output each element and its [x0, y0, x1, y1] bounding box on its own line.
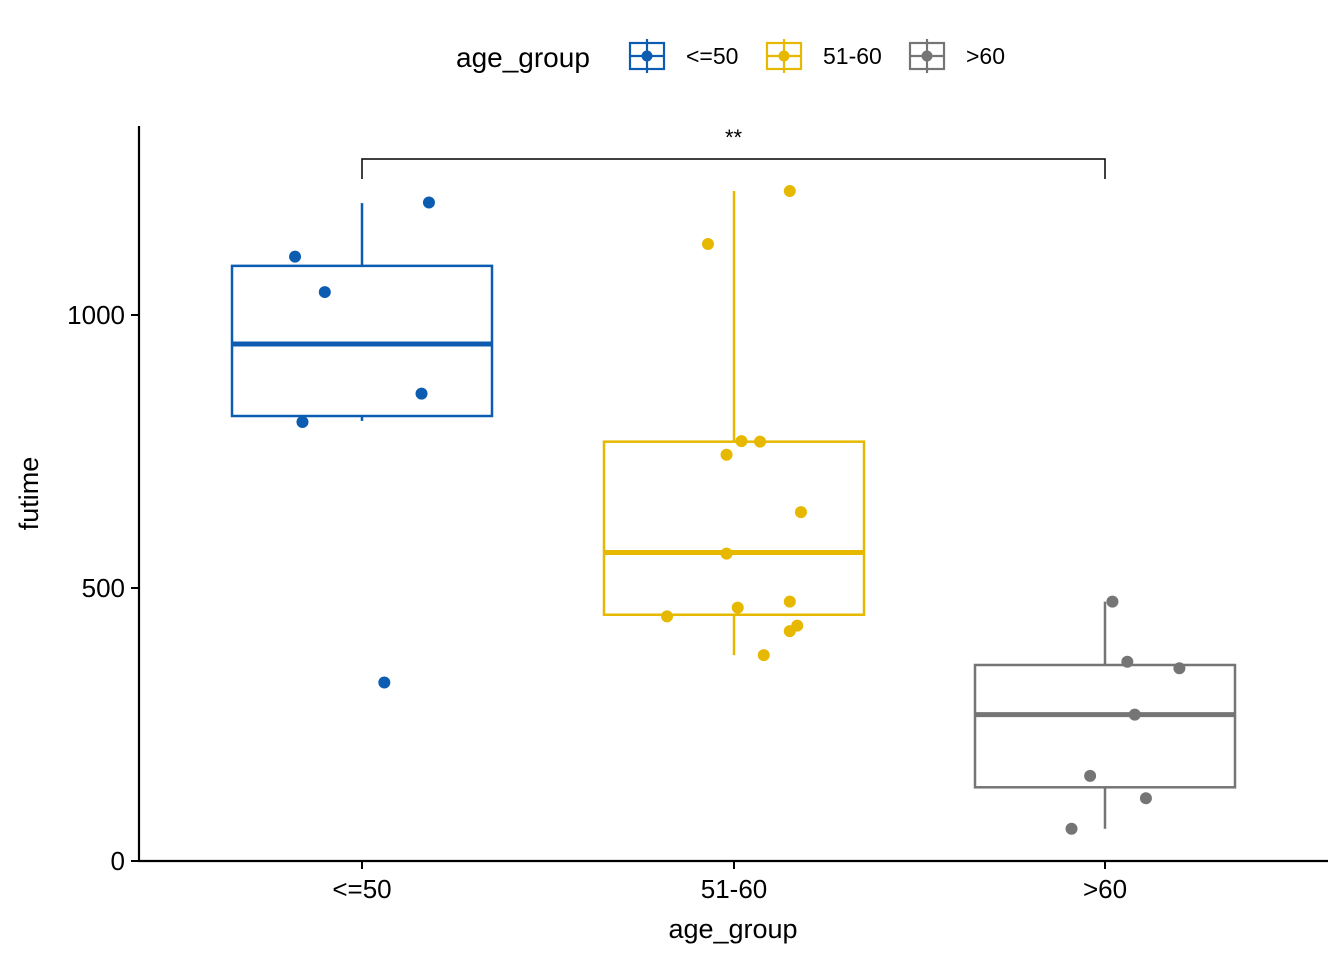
significance-label: ** [725, 125, 743, 150]
box-iqr [602, 440, 866, 617]
legend-label: 51-60 [823, 43, 882, 69]
data-point [783, 595, 796, 608]
data-point [754, 435, 767, 448]
box-iqr [230, 264, 494, 418]
data-point [1128, 708, 1141, 721]
data-point [757, 649, 770, 662]
annotations: ** [361, 125, 1106, 179]
legend-key-point [921, 50, 933, 62]
data-point [296, 416, 309, 429]
data-point [318, 286, 331, 299]
y-tick-label: 1000 [67, 300, 125, 330]
x-tick-label: 51-60 [701, 874, 768, 904]
data-point [1121, 655, 1134, 668]
significance-bracket [361, 158, 1106, 179]
x-tick-label: <=50 [332, 874, 391, 904]
legend-label: >60 [966, 43, 1005, 69]
data-point [720, 547, 733, 560]
data-point [794, 506, 807, 519]
legend-entry-le50: <=50 [628, 39, 738, 73]
data-point [1084, 769, 1097, 782]
box-iqr [973, 663, 1237, 789]
data-point [661, 610, 674, 623]
legend-title: age_group [456, 42, 590, 73]
legend-key-point [641, 50, 653, 62]
data-point [422, 196, 435, 209]
x-tick-label: >60 [1083, 874, 1127, 904]
data-point [783, 185, 796, 198]
group-51-60 [602, 185, 866, 662]
y-axis-title: futime [14, 457, 44, 531]
data-point [735, 435, 748, 448]
data-point [415, 387, 428, 400]
legend-key [908, 39, 946, 73]
data-point [720, 448, 733, 461]
data-point [1106, 595, 1119, 608]
group-gt60 [973, 595, 1237, 835]
y-tick-label: 500 [82, 573, 125, 603]
legend-entry-51-60: 51-60 [765, 39, 882, 73]
data-point [378, 676, 391, 689]
legend-key [628, 39, 666, 73]
data-point [783, 625, 796, 638]
legend-key [765, 39, 803, 73]
y-tick-label: 0 [111, 846, 125, 876]
plot-area [230, 185, 1237, 835]
legend-key-point [778, 50, 790, 62]
data-point [1173, 662, 1186, 675]
data-point [1139, 792, 1152, 805]
data-point [731, 601, 744, 614]
data-point [1065, 822, 1078, 835]
legend-entry-gt60: >60 [908, 39, 1005, 73]
axes: 0 500 1000 <=50 51-60 >60 age_group futime [14, 126, 1328, 944]
data-point [289, 250, 302, 263]
data-point [701, 238, 714, 251]
x-axis-title: age_group [668, 914, 797, 944]
legend-label: <=50 [686, 43, 738, 69]
group-le50 [230, 196, 494, 689]
legend: age_group <=50 51-60 >60 [456, 39, 1005, 73]
